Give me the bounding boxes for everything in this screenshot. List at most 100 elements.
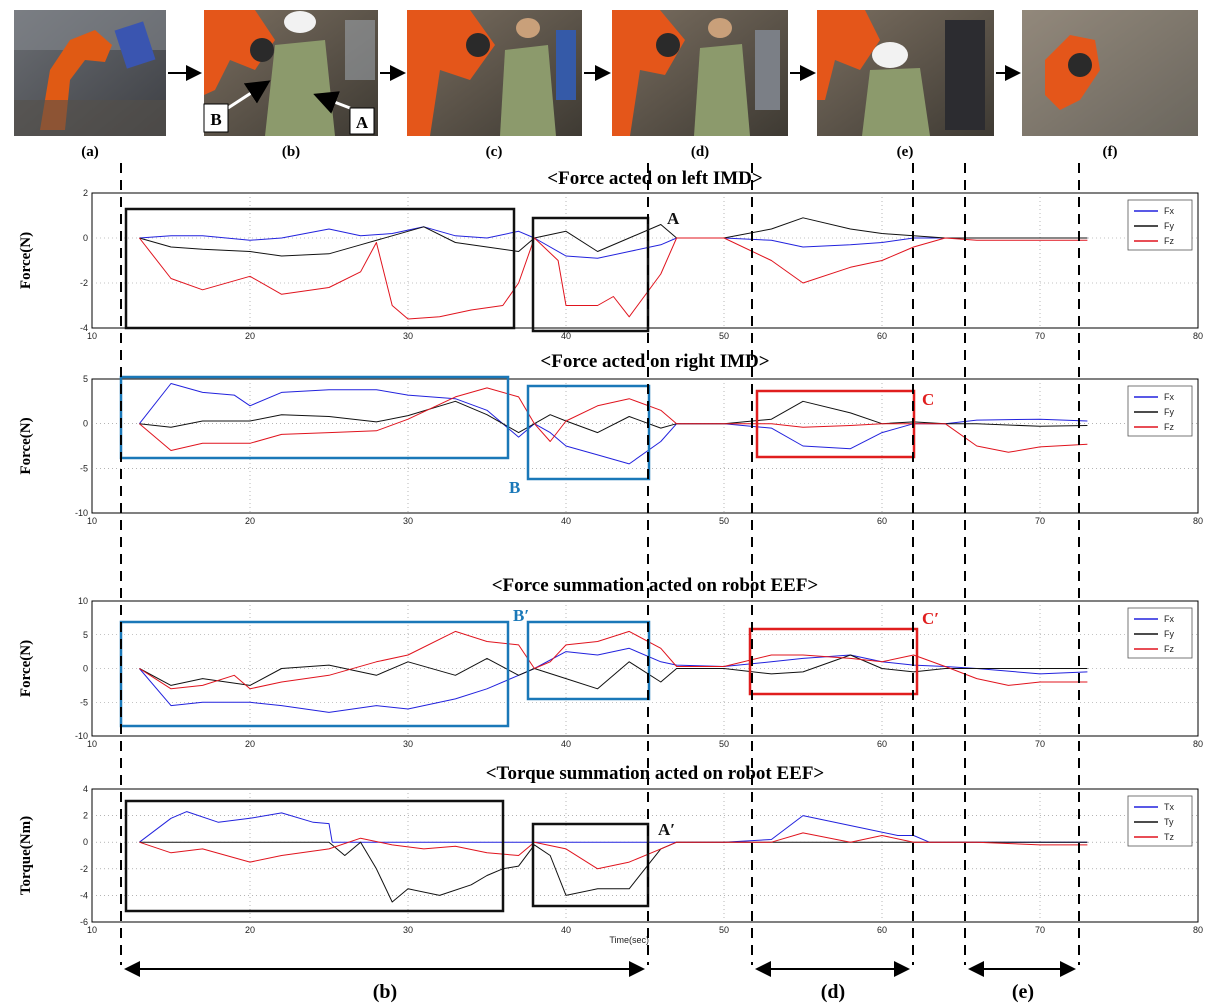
x-tick-label: 20	[245, 739, 255, 749]
y-tick-label: 0	[83, 664, 88, 674]
photo-c	[407, 10, 582, 136]
photo-label-f: (f)	[1103, 144, 1118, 160]
x-tick-label: 30	[403, 739, 413, 749]
x-tick-label: 60	[877, 739, 887, 749]
photo-f	[1022, 10, 1198, 136]
x-tick-label: 70	[1035, 331, 1045, 341]
series-line-fx	[139, 383, 1088, 465]
x-tick-label: 60	[877, 331, 887, 341]
series-line-fz	[139, 387, 1088, 453]
x-tick-label: 50	[719, 516, 729, 526]
y-tick-label: -4	[80, 323, 88, 333]
x-tick-label: 40	[561, 331, 571, 341]
series-line-fy	[139, 654, 1088, 690]
photo-label-e: (e)	[897, 144, 914, 160]
plot-area	[91, 192, 1199, 329]
chart-1: <Force acted on left IMD>10 20 30 40 50 60 70 8…	[18, 168, 1203, 341]
legend-label: Fz	[1164, 644, 1174, 654]
x-tick-label: 60	[877, 516, 887, 526]
x-tick-label: 30	[403, 516, 413, 526]
legend-label: Fy	[1164, 221, 1174, 231]
annotation-c: C	[922, 390, 934, 409]
photo-callout-a: A	[313, 91, 375, 135]
series-line-fy	[139, 217, 1088, 257]
y-tick-label: -5	[80, 463, 88, 473]
plot-area	[91, 378, 1199, 514]
y-tick-label: 5	[83, 374, 88, 384]
legend-label: Fy	[1164, 407, 1174, 417]
chart-title: <Force acted on right IMD>	[540, 351, 769, 372]
x-tick-label: 30	[403, 331, 413, 341]
x-tick-label: 30	[403, 925, 413, 935]
y-axis-label: Torque(Nm)	[18, 816, 34, 895]
annotation-b-prime: B′	[513, 606, 529, 625]
bottom-label-d: (d)	[821, 981, 845, 1003]
y-tick-label: 0	[83, 419, 88, 429]
y-tick-label: 0	[83, 837, 88, 847]
chart-3: <Force summation acted on robot EEF> 10 20…	[18, 575, 1203, 749]
chart-4: <Torque summation acted on robot EEF> 10 2…	[18, 763, 1203, 945]
x-tick-label: 50	[719, 739, 729, 749]
box-right-imd-1	[119, 375, 510, 460]
annotation-a: A	[667, 209, 680, 228]
legend-label: Fy	[1164, 629, 1174, 639]
box-torque-sum-1	[124, 799, 505, 913]
legend	[1127, 607, 1193, 659]
y-tick-label: -2	[80, 864, 88, 874]
photo-label-d: (d)	[691, 144, 709, 160]
legend-label: Tx	[1164, 802, 1174, 812]
series-line-fy	[139, 400, 1088, 434]
y-tick-label: 10	[78, 596, 88, 606]
legend	[1127, 199, 1193, 251]
legend-label: Fz	[1164, 236, 1174, 246]
bottom-label-b: (b)	[373, 981, 397, 1003]
annotation-labels: A B C B′ C′ A′	[509, 209, 939, 839]
legend-label: Tz	[1164, 832, 1174, 842]
legend-label: Fz	[1164, 422, 1174, 432]
series-line-fx	[139, 647, 1088, 713]
y-tick-label: -5	[80, 697, 88, 707]
photo-label-c: (c)	[486, 144, 503, 160]
y-tick-label: 5	[83, 630, 88, 640]
box-force-sum-3	[748, 627, 919, 696]
x-tick-label: 60	[877, 925, 887, 935]
chart-2: <Force acted on right IMD>10 20 30 40 50 60 70…	[18, 351, 1203, 526]
x-tick-label: 40	[561, 516, 571, 526]
x-tick-label: 20	[245, 925, 255, 935]
y-axis-label: Force(N)	[18, 232, 34, 289]
callout-b-label: B	[210, 110, 221, 129]
photo-label-b: (b)	[282, 144, 300, 160]
y-axis-label: Force(N)	[18, 640, 34, 697]
annotation-c-prime: C′	[922, 609, 939, 628]
x-tick-label: 50	[719, 331, 729, 341]
annotation-b: B	[509, 478, 520, 497]
y-tick-label: 2	[83, 188, 88, 198]
series-line-tz	[139, 832, 1088, 870]
bottom-label-e: (e)	[1012, 981, 1034, 1003]
y-tick-label: -10	[75, 731, 88, 741]
photo-strip: A B (a) (b) (c) (d) (e) (f)	[14, 10, 1198, 160]
box-left-imd-1	[124, 207, 516, 330]
y-tick-label: 2	[83, 811, 88, 821]
x-axis-label: Time(sec)	[609, 935, 649, 945]
charts: <Force acted on left IMD>10 20 30 40 50 60 70 8…	[18, 168, 1203, 945]
legend-label: Fx	[1164, 392, 1174, 402]
x-tick-label: 80	[1193, 516, 1203, 526]
series-line-fz	[139, 237, 1088, 320]
x-tick-label: 80	[1193, 925, 1203, 935]
photo-d	[612, 10, 788, 136]
phase-lines	[120, 163, 1080, 965]
y-tick-label: 4	[83, 784, 88, 794]
photo-e	[817, 10, 994, 136]
x-tick-label: 20	[245, 331, 255, 341]
photo-label-a: (a)	[81, 144, 99, 160]
photo-b	[204, 10, 378, 136]
x-tick-label: 40	[561, 739, 571, 749]
series-line-fz	[139, 630, 1088, 690]
x-tick-label: 80	[1193, 739, 1203, 749]
legend-label: Fx	[1164, 206, 1174, 216]
callout-a-label: A	[356, 113, 369, 132]
chart-title: <Force summation acted on robot EEF>	[492, 575, 819, 596]
photo-a	[14, 10, 166, 136]
legend-label: Fx	[1164, 614, 1174, 624]
